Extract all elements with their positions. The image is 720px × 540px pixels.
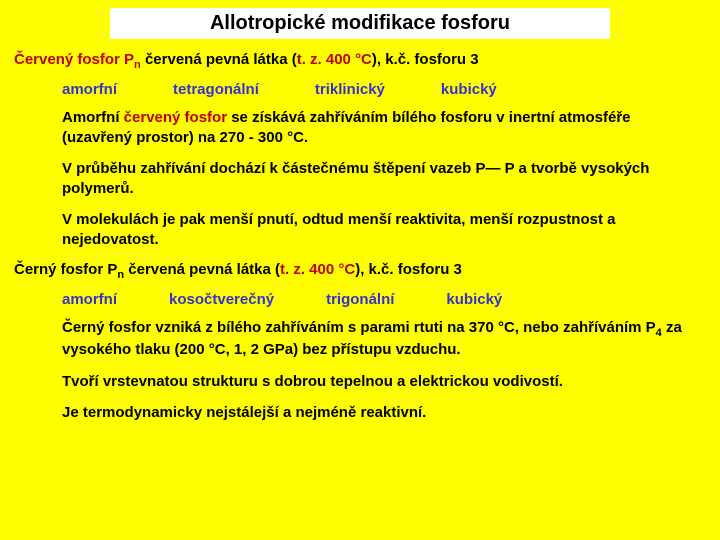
black-phosphorus-heading: Černý fosfor Pn červená pevná látka (t. …	[14, 261, 706, 281]
black-form-4: kubický	[446, 291, 502, 308]
black-tz: t. z. 400 °C	[280, 261, 355, 278]
red-form-3: triklinický	[315, 81, 385, 98]
red-desc2: ), k.č. fosforu 3	[372, 51, 479, 68]
red-form-1: amorfní	[62, 81, 117, 98]
red-para-3: V molekulách je pak menší pnutí, odtud m…	[14, 210, 706, 249]
black-desc2: ), k.č. fosforu 3	[355, 261, 462, 278]
black-p1a: Černý fosfor vzniká z	[62, 319, 217, 336]
black-para-1: Černý fosfor vzniká z bílého zahříváním …	[14, 318, 706, 360]
red-desc1: červená pevná látka (	[141, 51, 297, 68]
red-para-1: Amorfní červený fosfor se získává zahřív…	[14, 108, 706, 147]
red-phosphorus-heading: Červený fosfor Pn červená pevná látka (t…	[14, 51, 706, 71]
red-p1a: Amorfní	[62, 109, 124, 126]
black-label: Černý fosfor P	[14, 261, 117, 278]
black-para-3: Je termodynamicky nejstálejší a nejméně …	[14, 403, 706, 423]
black-para-2: Tvoří vrstevnatou strukturu s dobrou tep…	[14, 372, 706, 392]
red-tz: t. z. 400 °C	[297, 51, 372, 68]
red-para-2: V průběhu zahřívání dochází k částečnému…	[14, 159, 706, 198]
black-p1w: bílého	[217, 319, 261, 336]
red-form-2: tetragonální	[173, 81, 259, 98]
red-label: Červený fosfor P	[14, 51, 134, 68]
page-title: Allotropické modifikace fosforu	[118, 12, 602, 35]
red-sub: n	[134, 59, 141, 71]
black-form-2: kosočtverečný	[169, 291, 274, 308]
black-form-3: trigonální	[326, 291, 394, 308]
red-forms-row: amorfní tetragonální triklinický kubický	[14, 81, 706, 98]
red-p1r: červený fosfor	[124, 109, 227, 126]
black-p1b: zahříváním s parami rtuti na 370 °C, neb…	[261, 319, 655, 336]
red-form-4: kubický	[441, 81, 497, 98]
black-form-1: amorfní	[62, 291, 117, 308]
black-desc1: červená pevná látka (	[124, 261, 280, 278]
title-box: Allotropické modifikace fosforu	[110, 8, 610, 39]
black-forms-row: amorfní kosočtverečný trigonální kubický	[14, 291, 706, 308]
